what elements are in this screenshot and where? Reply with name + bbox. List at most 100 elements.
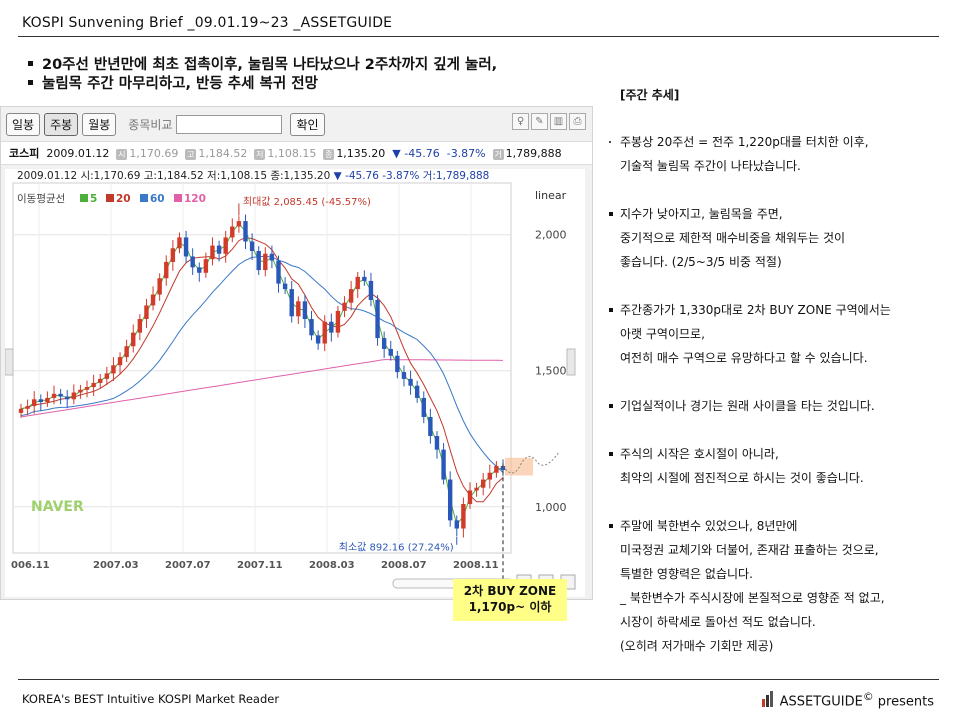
footer-brand-name: ASSETGUIDE [779, 694, 863, 710]
close-icon: 종 [323, 148, 335, 160]
candle-body [375, 299, 380, 339]
x-tick-label: 2008.11 [453, 560, 499, 571]
candle-body [480, 479, 486, 488]
pencil-icon[interactable]: ✎ [531, 113, 548, 130]
chart-info-line: 2009.01.12 시:1,170.69 고:1,184.52 저:1,108… [17, 170, 489, 182]
commentary-line: 기술적 눌림목 주간이 나타났습니다. [620, 159, 801, 173]
candle-body [71, 392, 77, 400]
candle-body [335, 310, 341, 333]
candle-body [388, 348, 393, 356]
open-icon: 시 [116, 148, 128, 160]
quote-volume: 거 1,789,888 [492, 146, 562, 160]
candle-body [414, 385, 420, 398]
candle-body [355, 276, 360, 290]
candle-body [203, 259, 209, 273]
candle-body [269, 253, 275, 261]
plot-area [12, 182, 512, 554]
candle-body [315, 335, 321, 344]
candle-body [45, 397, 50, 403]
projection-path [502, 451, 560, 474]
candle-body [18, 408, 24, 413]
ma-line [20, 255, 504, 473]
commentary-line: 좋습니다. (2/5~3/5 비중 적절) [620, 255, 782, 269]
candle-body [461, 504, 466, 529]
compare-input[interactable] [176, 115, 283, 134]
bookmark-icon[interactable]: ♀ [512, 113, 529, 130]
commentary-line: 기업실적이나 경기는 원래 사이클을 타는 것입니다. [606, 394, 875, 418]
candle-body [302, 301, 308, 320]
assetguide-logo-icon [761, 691, 776, 711]
commentary-block: 주말에 북한변수 있었으나, 8년만에 미국정권 교체기와 더불어, 존재감 표출… [606, 514, 885, 658]
y-tick-label: 1,000 [535, 501, 567, 514]
naver-watermark: NAVER [31, 499, 84, 515]
quote-close: 종 1,135.20 [323, 146, 386, 160]
header-divider [18, 36, 939, 37]
candle-body [348, 289, 354, 303]
y-tick-label: 2,000 [535, 229, 567, 242]
footer-brand: ASSETGUIDE© presents [761, 690, 934, 711]
footer-divider [18, 679, 939, 680]
tab-daily[interactable]: 일봉 [6, 113, 41, 136]
candle-body [38, 399, 44, 403]
ma-legend-swatch [106, 194, 114, 202]
commentary-line: _ 북한변수가 주식시장에 본질적으로 영향준 적 없고, [620, 591, 885, 605]
candle-body [210, 245, 215, 260]
x-tick-label: 006.11 [11, 560, 50, 571]
quote-date: 2009.01.12 [46, 146, 110, 160]
ma-legend-period: 5 [90, 193, 97, 205]
footer-tagline: KOREA's BEST Intuitive KOSPI Market Read… [22, 692, 280, 706]
candle-body [309, 319, 314, 336]
candle-body [395, 355, 400, 373]
ma-legend-period: 20 [116, 193, 131, 205]
candle-body [447, 479, 453, 521]
ma-legend-period: 60 [150, 193, 165, 205]
quote-bar: 코스피 2009.01.12 시 1,170.69 고 1,184.52 저 1,10… [1, 141, 592, 165]
candle-body [454, 520, 459, 529]
candlestick-chart: 2,000 1,500 1,000 006.11 2007.03 2007.07 2007.… [5, 169, 585, 597]
chart-toolbar: 일봉 주봉 월봉 종목비교 확인 [6, 113, 325, 136]
commentary-line: 지수가 낮아지고, 눌림목을 주면, [606, 202, 845, 226]
candle-body [51, 393, 57, 398]
index-name: 코스피 [9, 147, 40, 160]
tab-weekly[interactable]: 주봉 [44, 113, 79, 136]
commentary-line: 아랫 구역이므로, [620, 327, 705, 341]
layout-icon[interactable]: ▥ [550, 113, 567, 130]
confirm-button[interactable]: 확인 [290, 113, 325, 136]
candle-body [381, 338, 387, 349]
candle-body [78, 389, 83, 393]
quote-change: ▼ -45.76 [392, 146, 440, 160]
buy-zone-label: 2차 BUY ZONE 1,170p~ 이하 [453, 579, 567, 621]
commentary-line: 중기적으로 제한적 매수비중을 채워두는 것이 [620, 231, 846, 245]
chart-info-arrow: ▼ [334, 170, 345, 182]
y-tick-label: 1,500 [535, 365, 567, 378]
candle-body [137, 319, 143, 333]
commentary-line: (오히려 저가매수 기회만 제공) [620, 639, 774, 653]
candle-body [197, 267, 202, 273]
buy-zone-line-2: 1,170p~ 이하 [468, 600, 552, 614]
x-tick-label: 2007.03 [93, 560, 139, 571]
commentary-line: 주말에 북한변수 있었으나, 8년만에 [606, 514, 885, 538]
ma-legend-period: 120 [184, 193, 206, 205]
candle-body [32, 399, 37, 407]
candle-body [263, 253, 268, 271]
candle-body [289, 289, 294, 317]
stock-chart-widget: 일봉 주봉 월봉 종목비교 확인 ♀ ✎ ▥ ⎙ 코스피 2009.01.12 … [0, 106, 593, 600]
tab-monthly[interactable]: 월봉 [82, 113, 117, 136]
candle-body [177, 237, 182, 249]
projection-zone [505, 457, 533, 476]
ma-line [20, 237, 504, 503]
commentary-block: 주간종가가 1,330p대로 2차 BUY ZONE 구역에서는 아랫 구역이므로… [606, 298, 891, 370]
candle-body [170, 248, 176, 262]
candle-body [401, 372, 407, 379]
candle-body [362, 276, 367, 281]
candle-body [282, 283, 288, 290]
scale-label: linear [535, 189, 567, 202]
candle-body [164, 261, 169, 279]
headline-line-2: 눌림목 주간 마무리하고, 반등 추세 복귀 전망 [28, 75, 497, 94]
commentary-block: 주식의 시작은 호시절이 아니라, 최악의 시절에 점진적으로 하시는 것이 좋습… [606, 442, 864, 490]
candle-body [183, 237, 189, 257]
print-icon[interactable]: ⎙ [569, 113, 586, 130]
candle-body [144, 305, 149, 320]
commentary-block: 기업실적이나 경기는 원래 사이클을 타는 것입니다. [606, 394, 875, 418]
quote-open: 시 1,170.69 [116, 146, 179, 160]
